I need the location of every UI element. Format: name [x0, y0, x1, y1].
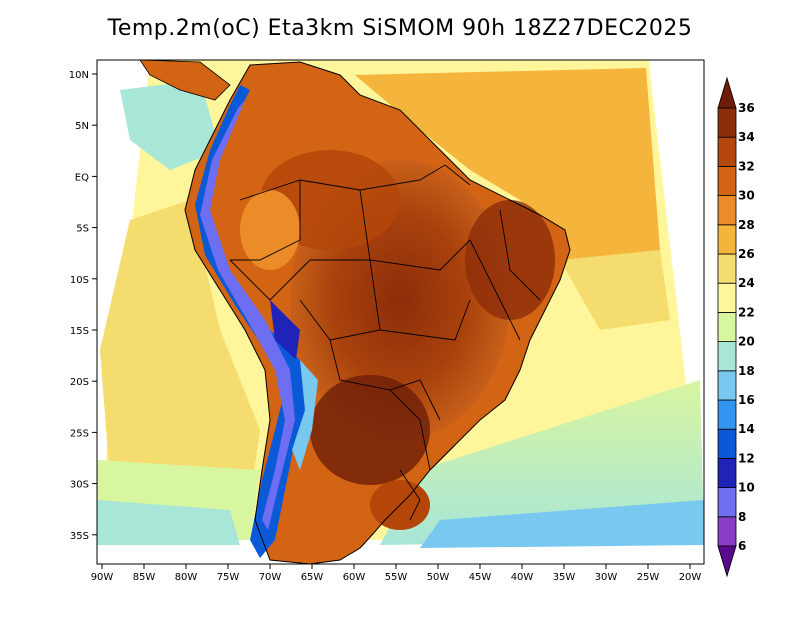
lat-tick-label: 10S: [70, 275, 89, 286]
coastline: [184, 61, 571, 564]
colorbar-bin: [717, 516, 737, 547]
lat-tick-label: 5N: [75, 121, 89, 132]
colorbar-bin: [717, 136, 737, 167]
colorbar-lower-arrow: [717, 545, 737, 578]
lon-tick-label: 45W: [469, 572, 492, 583]
lon-tick-label: 50W: [427, 572, 450, 583]
colorbar: 6 8 10 12 14 16 18 20 22 24 26 28 30 32 34 36: [717, 76, 755, 578]
northeast-hot-zone: [465, 200, 555, 320]
colorbar-label: 36: [738, 101, 755, 115]
lon-tick-label: 85W: [133, 572, 156, 583]
country-borders: [229, 164, 541, 521]
longitude-axis: 90W 85W 80W 75W 70W 65W 60W 55W 50W 45W 40W 35W 30W 2…: [91, 564, 702, 583]
colorbar-label: 24: [738, 276, 755, 290]
colorbar-label: 28: [738, 218, 755, 232]
colorbar-bin: [717, 165, 737, 196]
lat-tick-label: 25S: [70, 428, 89, 439]
map-title: Temp.2m(oC) Eta3km SiSMOM 90h 18Z27DEC20…: [107, 16, 693, 41]
lon-tick-label: 55W: [385, 572, 408, 583]
south-atlantic-ocean: [380, 380, 704, 545]
lat-tick-label: 5S: [76, 224, 89, 235]
colorbar-label: 6: [738, 539, 746, 553]
colorbar-label: 10: [738, 481, 755, 495]
colorbar-bin: [717, 311, 737, 342]
colorbar-label: 8: [738, 510, 746, 524]
pacific-north-cool: [120, 80, 220, 170]
lon-tick-label: 80W: [175, 572, 198, 583]
colorbar-label: 22: [738, 305, 755, 319]
lon-tick-label: 35W: [553, 572, 576, 583]
plot-frame: [96, 59, 705, 565]
colorbar-bin: [717, 370, 737, 401]
western-amazon-warm: [240, 190, 300, 270]
colorbar-bin: [717, 428, 737, 459]
atlantic-warm-ocean-south: [560, 250, 670, 330]
lon-tick-label: 75W: [217, 572, 240, 583]
argentina-warm: [290, 502, 370, 558]
map-plot-area: [97, 60, 704, 564]
colorbar-label: 18: [738, 364, 755, 378]
colorbar-label: 30: [738, 189, 755, 203]
lat-tick-label: 30S: [70, 480, 89, 491]
colorbar-label: 12: [738, 451, 755, 465]
colorbar-label: 14: [738, 422, 755, 436]
atlantic-warm-ocean: [355, 68, 660, 300]
lon-tick-label: 90W: [91, 572, 114, 583]
pacific-ocean: [100, 200, 260, 500]
lon-tick-label: 25W: [637, 572, 660, 583]
latitude-axis: 10N 5N EQ 5S 10S 15S 20S 25S 30S 35S: [69, 70, 97, 542]
colorbar-label: 16: [738, 393, 755, 407]
colorbar-label: 20: [738, 335, 755, 349]
andes-high-peaks: [200, 100, 295, 530]
lon-tick-label: 20W: [679, 572, 702, 583]
altiplano-cold: [270, 300, 300, 360]
lon-tick-label: 40W: [511, 572, 534, 583]
central-america: [139, 60, 231, 101]
colorbar-label: 32: [738, 159, 755, 173]
andes-foothills: [292, 360, 318, 470]
colorbar-bin: [717, 282, 737, 313]
south-atlantic-cold: [420, 500, 704, 548]
colorbar-bin: [717, 195, 737, 226]
lon-tick-label: 65W: [301, 572, 324, 583]
lon-tick-label: 30W: [595, 572, 618, 583]
lon-tick-label: 70W: [259, 572, 282, 583]
lat-tick-label: EQ: [75, 172, 89, 183]
lat-tick-label: 15S: [70, 326, 89, 337]
lat-tick-label: 10N: [69, 70, 89, 81]
south-hot-zone: [310, 375, 430, 485]
colorbar-label: 26: [738, 247, 755, 261]
colorbar-bin: [717, 487, 737, 518]
colorbar-bin: [717, 224, 737, 255]
lon-tick-label: 60W: [343, 572, 366, 583]
lat-tick-label: 20S: [70, 377, 89, 388]
colorbar-bin: [717, 107, 737, 138]
colorbar-bin: [717, 341, 737, 372]
colorbar-label: 34: [738, 130, 755, 144]
colorbar-bin: [717, 253, 737, 284]
lat-tick-label: 35S: [70, 531, 89, 542]
colorbar-bin: [717, 457, 737, 488]
colorbar-upper-arrow: [717, 76, 737, 109]
colorbar-bin: [717, 399, 737, 430]
pacific-cold-ocean: [97, 500, 240, 545]
